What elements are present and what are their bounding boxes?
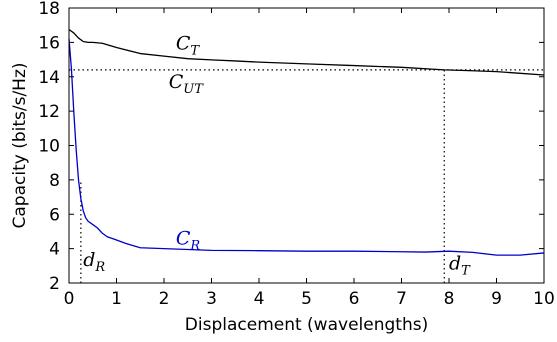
x-axis-title: Displacement (wavelengths) [185, 315, 428, 335]
annotation-subscript: R [189, 238, 200, 253]
x-tick-label: 5 [301, 289, 312, 309]
y-tick-label: 12 [38, 102, 60, 122]
x-tick-label: 4 [254, 289, 265, 309]
plot-frame [68, 7, 545, 284]
annotation-subscript: T [461, 263, 471, 278]
x-tick-label: 10 [533, 289, 555, 309]
y-axis-title: Capacity (bits/s/Hz) [10, 62, 30, 228]
x-tick-label: 6 [349, 289, 360, 309]
annotation-subscript: R [94, 260, 105, 275]
x-tick-label: 8 [444, 289, 455, 309]
y-tick-label: 4 [49, 240, 60, 260]
annotation-c-t: CT [176, 32, 201, 58]
annotation-d-t: dT [449, 252, 471, 278]
y-tick-label: 14 [38, 68, 60, 88]
x-tick-label: 3 [206, 289, 217, 309]
x-tick-label: 2 [159, 289, 170, 309]
x-tick-label: 9 [491, 289, 502, 309]
x-tick-label: 0 [64, 289, 75, 309]
y-tick-label: 6 [49, 205, 60, 225]
x-tick-label: 1 [111, 289, 122, 309]
y-tick-label: 2 [49, 274, 60, 294]
y-tick-label: 16 [38, 33, 60, 53]
x-tick-label: 7 [396, 289, 407, 309]
annotation-d-r: dR [83, 249, 105, 275]
y-tick-label: 18 [38, 0, 60, 19]
series-line-c-r [68, 38, 545, 256]
annotation-c-ut: CUT [169, 71, 205, 97]
annotation-subscript: T [190, 43, 200, 58]
series-line-c-t [68, 28, 545, 76]
y-tick-label: 10 [38, 137, 60, 157]
y-tick-label: 8 [49, 171, 60, 191]
annotation-subscript: UT [183, 82, 204, 97]
plot-marks [68, 7, 545, 284]
